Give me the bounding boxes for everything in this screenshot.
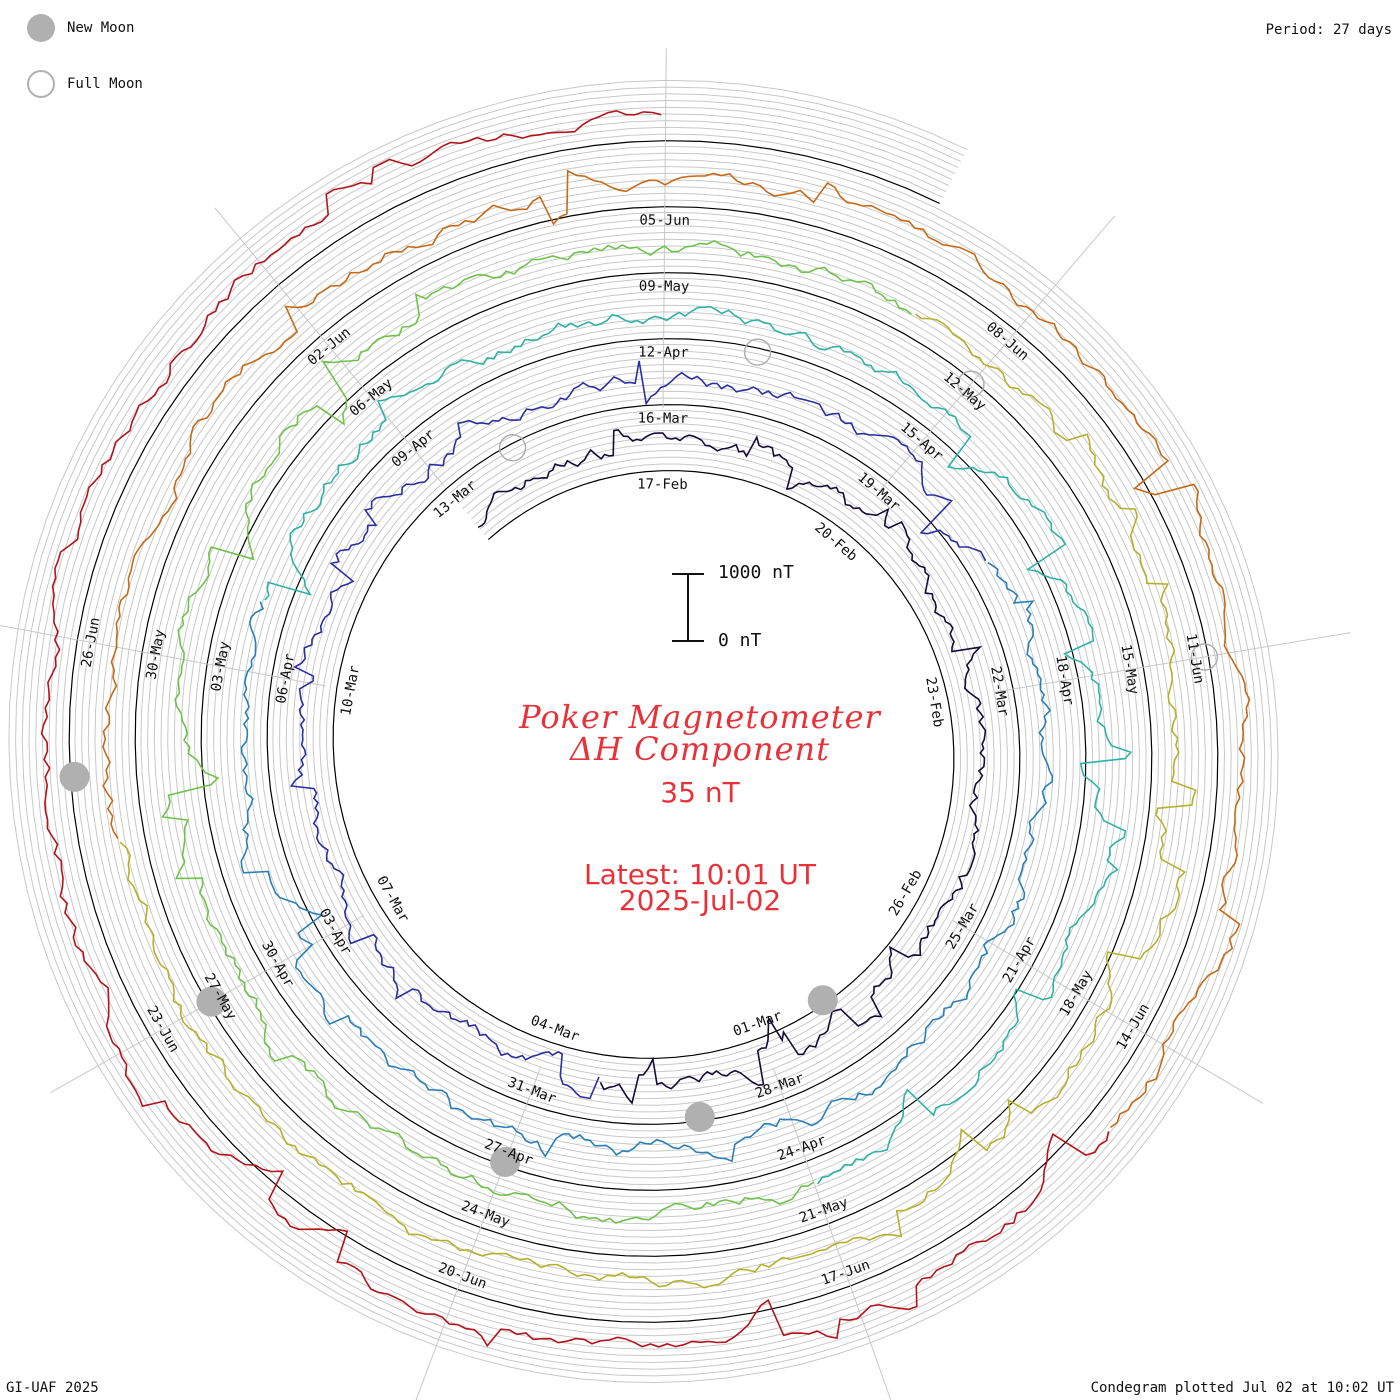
footer-plotted: Condegram plotted Jul 02 at 10:02 UT xyxy=(1090,1380,1394,1396)
grid-spiral xyxy=(15,86,1272,1377)
scale-top-label: 1000 nT xyxy=(718,562,794,583)
full-moon-marker xyxy=(743,338,772,366)
data-series-2 xyxy=(289,360,987,1100)
new-moon-marker xyxy=(807,985,838,1016)
baseline-spiral xyxy=(68,140,1219,1323)
day-label: 17-Feb xyxy=(637,476,688,492)
data-series-8 xyxy=(40,110,1110,1348)
latest-date: 2025-Jul-02 xyxy=(618,884,782,917)
legend-new-moon-label: New Moon xyxy=(67,20,135,36)
footer-credit: GI-UAF 2025 xyxy=(6,1380,99,1396)
data-series-1 xyxy=(477,429,987,1105)
grid-spiral xyxy=(8,79,1279,1384)
grid-spiral xyxy=(35,106,1252,1357)
legend-full-moon-label: Full Moon xyxy=(67,76,143,92)
grid-spiral xyxy=(48,120,1239,1343)
day-label: 05-Jun xyxy=(639,212,690,228)
grid-spoke xyxy=(772,1068,892,1400)
new-moon-marker xyxy=(490,1146,521,1177)
moon-layer xyxy=(59,338,1219,1177)
period-label: Period: 27 days xyxy=(1265,22,1392,38)
data-series-3 xyxy=(240,561,1054,1163)
new-moon-marker xyxy=(196,986,227,1017)
new-moon-marker xyxy=(59,761,90,792)
grid-spoke xyxy=(995,632,1351,693)
legend-full-moon: Full Moon xyxy=(27,70,143,98)
chart-title: Poker Magnetometer xyxy=(519,698,881,736)
day-label: 09-May xyxy=(639,278,690,294)
grid-spiral xyxy=(28,99,1259,1364)
full-moon-marker xyxy=(957,370,985,398)
grid-spiral xyxy=(21,93,1266,1370)
day-label: 16-Mar xyxy=(638,410,689,426)
grid-spiral xyxy=(61,133,1226,1330)
data-series-7 xyxy=(102,169,1251,1129)
grid-spoke xyxy=(0,625,326,687)
grid-spoke xyxy=(415,1066,542,1400)
full-moon-icon xyxy=(27,70,55,98)
grid-spiral xyxy=(55,126,1232,1337)
new-moon-marker xyxy=(684,1101,715,1132)
data-layer xyxy=(40,110,1251,1348)
current-value: 35 nT xyxy=(660,776,740,809)
grid-spoke xyxy=(214,207,445,486)
chart-subtitle: ΔH Component xyxy=(569,730,831,768)
grid-spoke xyxy=(662,48,667,409)
scale-bottom-label: 0 nT xyxy=(718,630,762,651)
day-label: 12-Apr xyxy=(638,344,689,360)
full-moon-marker xyxy=(498,434,527,462)
latest-time: Latest: 10:01 UT xyxy=(583,858,817,891)
data-series-5 xyxy=(161,239,913,1224)
legend-new-moon: New Moon xyxy=(27,14,134,42)
data-series-6 xyxy=(119,313,1197,1289)
grid-spoke xyxy=(952,920,1264,1104)
grid-spoke xyxy=(880,215,1116,490)
full-moon-marker xyxy=(1190,643,1219,671)
new-moon-icon xyxy=(27,14,55,42)
data-series-4 xyxy=(264,305,1133,1185)
